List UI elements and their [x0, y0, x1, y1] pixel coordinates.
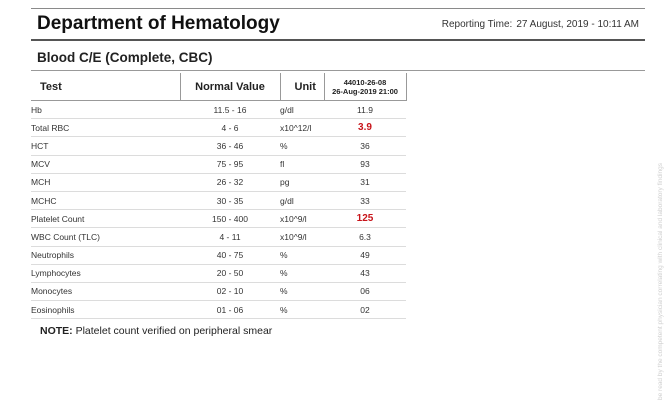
- unit-cell: %: [280, 282, 324, 302]
- unit-cell: pg: [280, 173, 324, 192]
- test-name-cell: HCT: [31, 136, 180, 156]
- header-normal-value: Normal Value: [180, 73, 281, 101]
- normal-value-cell: 30 - 35: [180, 191, 280, 211]
- normal-value-cell: 02 - 10: [180, 282, 280, 302]
- table-header-row: Test Normal Value Unit 44010-26-08 26-Au…: [31, 73, 407, 101]
- normal-value-cell: 01 - 06: [180, 300, 280, 320]
- table-row: Neutrophils 40 - 75% 49: [31, 246, 406, 265]
- unit-cell: x10^9/l: [280, 227, 324, 247]
- result-cell: 6.3: [324, 227, 406, 247]
- reporting-time-label: Reporting Time:: [441, 18, 513, 30]
- department-header: Department of Hematology Reporting Time:…: [31, 8, 645, 41]
- test-name-cell: MCV: [31, 155, 180, 174]
- result-cell: 06: [324, 282, 406, 302]
- table-row: Hb 11.5 - 16 g/dl 11.9: [31, 100, 406, 120]
- unit-cell: g/dl: [280, 191, 324, 211]
- normal-value-cell: 4 - 6: [180, 118, 280, 138]
- side-disclaimer-text: be read by the competent physician corre…: [657, 162, 664, 400]
- header-sample-date: 26-Aug-2019 21:00: [332, 86, 398, 96]
- test-name-cell: Hb: [31, 100, 180, 120]
- test-name-cell: MCH: [31, 173, 180, 192]
- normal-value-cell: 20 - 50: [180, 264, 280, 283]
- normal-value-cell: 40 - 75: [180, 246, 280, 265]
- table-row: MCH 26 - 32 pg 31: [31, 173, 406, 192]
- result-cell: 33: [324, 191, 406, 211]
- table-row: Monocytes 02 - 10% 06: [31, 282, 406, 302]
- test-name-cell: Eosinophils: [31, 300, 180, 320]
- table-row: MCV 75 - 95 fl 93: [31, 155, 406, 174]
- result-cell: 93: [324, 155, 406, 174]
- report-page: Department of Hematology Reporting Time:…: [31, 8, 645, 337]
- header-sample: 44010-26-08 26-Aug-2019 21:00: [324, 73, 407, 101]
- normal-value-cell: 26 - 32: [180, 173, 280, 192]
- header-test: Test: [31, 73, 181, 101]
- normal-value-cell: 4 - 11: [180, 227, 280, 247]
- table-row: Platelet Count 150 - 400 x10^9/l 125: [31, 209, 406, 229]
- normal-value-cell: 150 - 400: [180, 209, 280, 229]
- unit-cell: x10^12/l: [280, 118, 324, 138]
- normal-value-cell: 36 - 46: [180, 136, 280, 156]
- test-name-cell: Total RBC: [31, 118, 180, 138]
- unit-cell: %: [280, 300, 324, 320]
- test-name-cell: Monocytes: [31, 282, 180, 302]
- result-cell: 02: [324, 300, 406, 320]
- test-name-cell: Platelet Count: [31, 209, 180, 229]
- unit-cell: %: [280, 246, 324, 265]
- unit-cell: fl: [280, 155, 324, 174]
- note-text: Platelet count verified on peripheral sm…: [75, 325, 273, 338]
- normal-value-cell: 75 - 95: [180, 155, 280, 174]
- unit-cell: %: [280, 264, 324, 283]
- reporting-time: Reporting Time: 27 August, 2019 - 10:11 A…: [442, 19, 639, 30]
- header-unit: Unit: [280, 73, 325, 101]
- result-cell: 11.9: [324, 100, 406, 120]
- table-row: MCHC 30 - 35 g/dl 33: [31, 191, 406, 211]
- result-cell: 49: [324, 246, 406, 265]
- results-body: Hb 11.5 - 16 g/dl 11.9 Total RBC 4 - 6 x10^12/…: [31, 100, 406, 320]
- reporting-time-value: 27 August, 2019 - 10:11 AM: [516, 18, 639, 30]
- unit-cell: x10^9/l: [280, 209, 324, 229]
- section-title: Blood C/E (Complete, CBC): [37, 50, 213, 65]
- normal-value-cell: 11.5 - 16: [180, 100, 280, 120]
- table-row: Lymphocytes 20 - 50% 43: [31, 264, 406, 283]
- result-cell: 31: [324, 173, 406, 192]
- test-name-cell: MCHC: [31, 191, 180, 211]
- test-name-cell: WBC Count (TLC): [31, 227, 180, 247]
- table-row: HCT 36 - 46% 36: [31, 136, 406, 156]
- table-row: Total RBC 4 - 6 x10^12/l 3.9: [31, 118, 406, 138]
- test-name-cell: Lymphocytes: [31, 264, 180, 283]
- results-table: Test Normal Value Unit 44010-26-08 26-Au…: [31, 73, 407, 320]
- note-label: NOTE:: [40, 325, 73, 338]
- table-row: WBC Count (TLC) 4 - 11 x10^9/l 6.3: [31, 227, 406, 247]
- unit-cell: %: [280, 136, 324, 156]
- result-cell: 36: [324, 136, 406, 156]
- department-title: Department of Hematology: [37, 13, 280, 34]
- section-divider: [31, 70, 645, 71]
- result-cell: 3.9: [324, 118, 406, 138]
- unit-cell: g/dl: [280, 100, 324, 120]
- test-name-cell: Neutrophils: [31, 246, 180, 265]
- note: NOTE: Platelet count verified on periphe…: [40, 325, 645, 337]
- header-sample-id: 44010-26-08: [343, 77, 387, 87]
- result-cell: 43: [324, 264, 406, 283]
- table-row: Eosinophils 01 - 06% 02: [31, 300, 406, 320]
- result-cell: 125: [324, 209, 406, 229]
